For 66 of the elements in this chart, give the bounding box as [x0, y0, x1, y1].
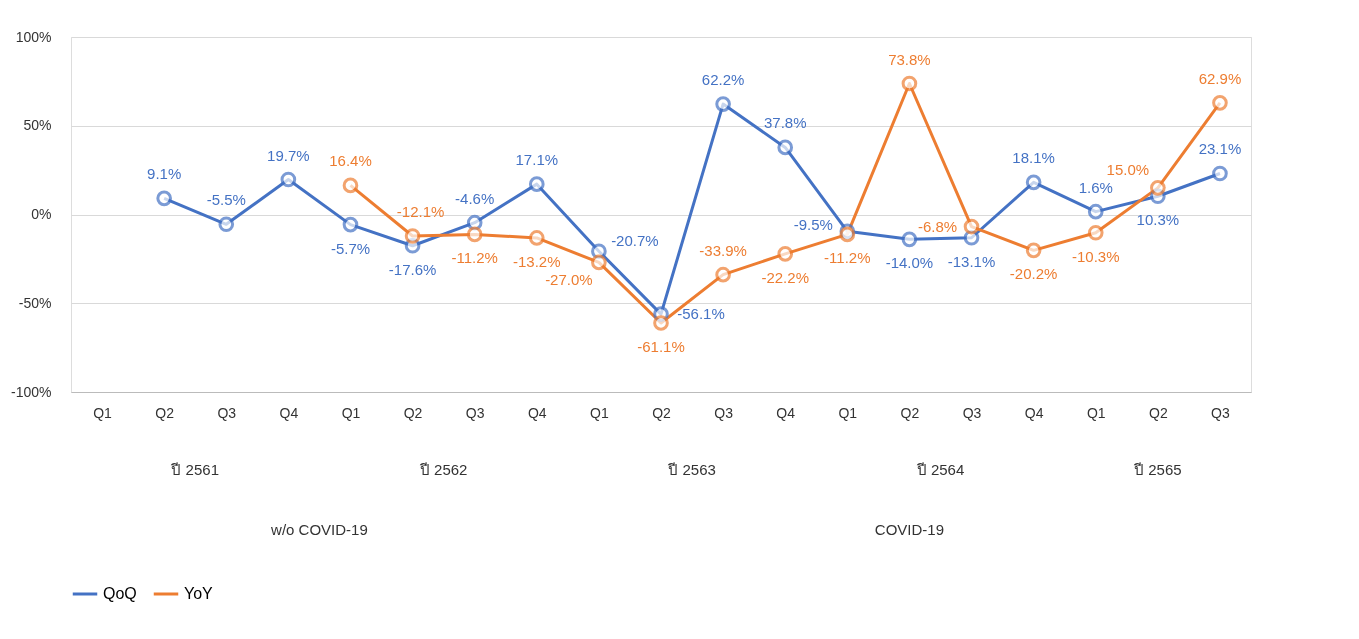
x-tick-label: Q4	[279, 404, 299, 421]
legend-label: YoY	[184, 585, 214, 602]
data-label: 1.6%	[1078, 178, 1113, 196]
data-label: -6.8%	[917, 217, 958, 235]
x-tick-label: Q2	[403, 404, 423, 421]
x-tick-label: Q2	[155, 404, 175, 421]
data-label: -33.9%	[699, 241, 747, 259]
data-label: 15.0%	[1106, 160, 1150, 178]
data-label: -61.1%	[637, 337, 685, 355]
text: ปี 2565	[1133, 461, 1182, 478]
x-tick-label: Q4	[527, 404, 547, 421]
x-tick-label: Q3	[1211, 404, 1230, 421]
data-label: 17.1%	[515, 151, 559, 169]
data-label: 18.1%	[1012, 149, 1055, 167]
text: w/o COVID-19	[270, 521, 368, 538]
x-tick-label: Q3	[714, 404, 734, 421]
data-label: 23.1%	[1198, 140, 1242, 158]
data-label: 62.2%	[701, 71, 745, 89]
data-label: -11.2%	[451, 249, 498, 267]
x-tick-label: Q3	[217, 404, 237, 421]
text: ปี 2561	[170, 461, 219, 478]
y-tick-label: 100%	[15, 28, 52, 45]
data-label: -9.5%	[793, 216, 833, 234]
y-tick-label: -50%	[18, 294, 52, 311]
x-tick-label: Q3	[465, 404, 485, 421]
data-label: 19.7%	[267, 146, 310, 164]
data-label: 62.9%	[1198, 69, 1242, 87]
data-label: 16.4%	[329, 152, 372, 170]
x-tick-label: Q2	[900, 404, 920, 421]
data-label: -56.1%	[677, 305, 725, 323]
x-tick-label: Q1	[1086, 404, 1106, 421]
text: ปี 2562	[418, 461, 468, 478]
data-label: -5.7%	[330, 239, 371, 257]
data-label: -10.3%	[1071, 247, 1120, 265]
data-label: -13.2%	[513, 252, 561, 270]
y-tick-label: -100%	[11, 383, 52, 400]
data-label: -22.2%	[761, 268, 809, 286]
data-label: 37.8%	[763, 114, 807, 132]
data-label: -14.0%	[885, 254, 934, 272]
x-tick-label: Q1	[590, 404, 609, 421]
legend-label: QoQ	[103, 585, 137, 602]
y-tick-label: 0%	[31, 206, 52, 222]
data-label: -20.7%	[611, 232, 659, 250]
data-label: -20.2%	[1009, 265, 1058, 283]
x-tick-label: Q2	[652, 404, 672, 421]
x-tick-label: Q3	[962, 404, 982, 421]
data-label: -4.6%	[455, 189, 495, 207]
x-tick-label: Q4	[1024, 404, 1044, 421]
data-label: -13.1%	[947, 252, 996, 270]
data-label: -11.2%	[824, 249, 871, 267]
data-label: -27.0%	[545, 271, 593, 289]
y-tick-label: 50%	[23, 117, 52, 134]
text: ปี 2563	[667, 461, 716, 478]
data-label: -17.6%	[388, 260, 437, 278]
x-tick-label: Q1	[341, 404, 361, 421]
text: COVID-19	[874, 521, 945, 538]
data-label: -5.5%	[206, 191, 246, 209]
x-tick-label: Q2	[1149, 404, 1168, 421]
data-label: 10.3%	[1136, 211, 1180, 229]
data-label: 73.8%	[888, 50, 931, 68]
data-label: -12.1%	[396, 202, 445, 220]
text: ปี 2564	[915, 461, 965, 478]
data-label: 9.1%	[147, 165, 182, 183]
x-tick-label: Q1	[838, 404, 858, 421]
x-tick-label: Q4	[776, 404, 796, 421]
x-tick-label: Q1	[93, 404, 113, 421]
